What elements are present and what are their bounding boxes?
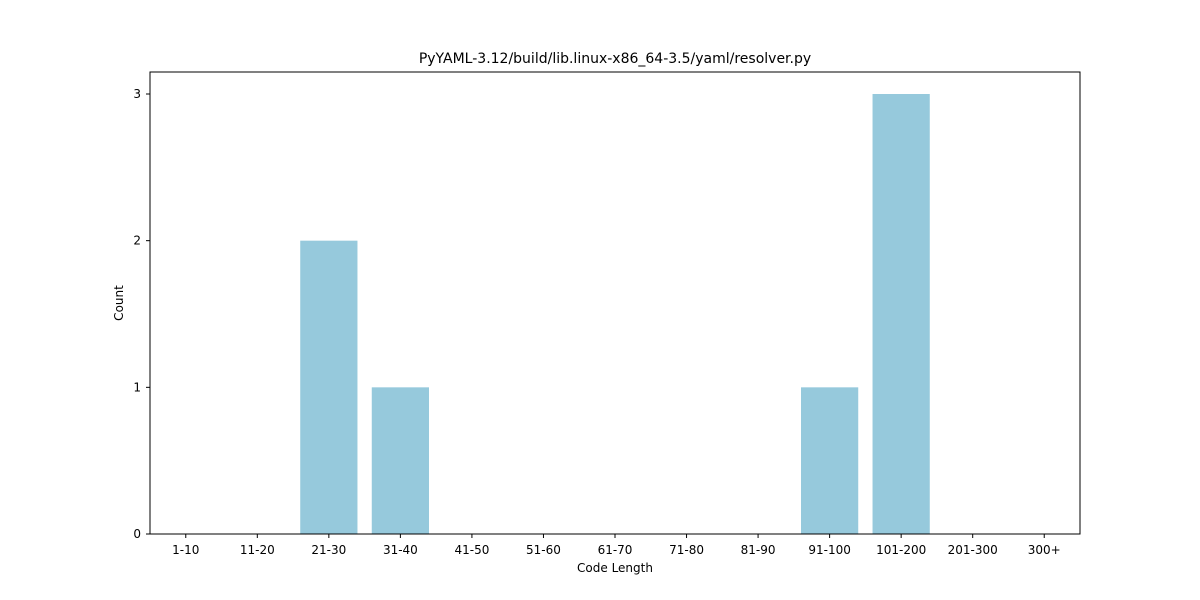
bars-layer (300, 94, 930, 534)
x-tick-label: 11-20 (240, 543, 275, 557)
y-tick-label: 3 (133, 87, 141, 101)
x-tick-label: 61-70 (598, 543, 633, 557)
x-tick-label: 300+ (1028, 543, 1061, 557)
y-tick-label: 0 (133, 527, 141, 541)
x-tick-label: 101-200 (876, 543, 926, 557)
plot-frame (149, 71, 1081, 535)
x-tick-label: 1-10 (172, 543, 199, 557)
bar-91-100 (801, 387, 859, 534)
x-tick-label: 31-40 (383, 543, 418, 557)
x-tick-label: 51-60 (526, 543, 561, 557)
x-tick-label: 41-50 (454, 543, 489, 557)
bar-21-30 (300, 240, 358, 534)
x-tick-label: 201-300 (948, 543, 998, 557)
x-tick-label: 91-100 (808, 543, 851, 557)
x-tick-label: 81-90 (741, 543, 776, 557)
bar-31-40 (371, 387, 429, 534)
x-tick-label: 21-30 (311, 543, 346, 557)
bar-101-200 (872, 94, 930, 534)
y-axis-label: Count (112, 285, 126, 321)
y-tick-label: 2 (133, 234, 141, 248)
y-axis: 0 1 2 3 (133, 87, 150, 541)
x-axis-label: Code Length (577, 561, 653, 575)
chart-title: PyYAML-3.12/build/lib.linux-x86_64-3.5/y… (419, 51, 811, 67)
y-tick-label: 1 (133, 380, 141, 394)
x-tick-label: 71-80 (669, 543, 704, 557)
x-axis: 1-10 11-20 21-30 31-40 41-50 51-60 61-70 71-80 8… (172, 534, 1061, 557)
